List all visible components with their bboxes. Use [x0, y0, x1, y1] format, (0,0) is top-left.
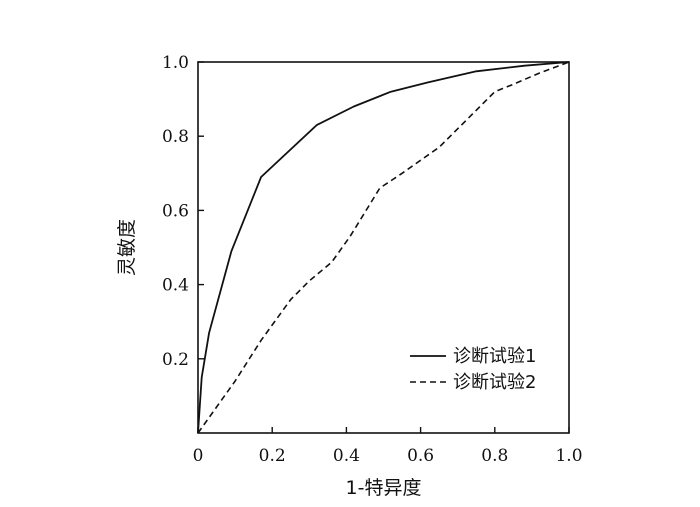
x-tick-label: 0.6 — [407, 446, 434, 466]
x-tick-label: 0.2 — [259, 446, 286, 466]
y-tick-label: 0.4 — [162, 276, 189, 296]
series-line-1 — [197, 61, 570, 434]
x-tick-label: 1.0 — [555, 446, 582, 466]
x-tick-label: 0 — [193, 446, 204, 466]
legend: 诊断试验1 诊断试验2 — [410, 346, 536, 393]
y-tick-label: 0.2 — [162, 350, 189, 370]
legend-label-1: 诊断试验1 — [453, 346, 536, 367]
y-axis-label: 灵敏度 — [116, 219, 138, 276]
series-layer — [197, 61, 570, 434]
x-axis-ticks: 0 0.2 0.4 0.6 0.8 1.0 — [193, 427, 583, 466]
y-axis-ticks: 0.2 0.4 0.6 0.8 1.0 — [162, 53, 204, 370]
plot-frame — [197, 61, 570, 434]
x-tick-label: 0.8 — [481, 446, 508, 466]
y-tick-label: 1.0 — [162, 53, 189, 73]
x-axis-label: 1-特异度 — [346, 477, 422, 499]
legend-label-2: 诊断试验2 — [453, 372, 536, 393]
y-tick-label: 0.8 — [162, 127, 189, 147]
x-tick-label: 0.4 — [333, 446, 360, 466]
y-tick-label: 0.6 — [162, 201, 189, 221]
